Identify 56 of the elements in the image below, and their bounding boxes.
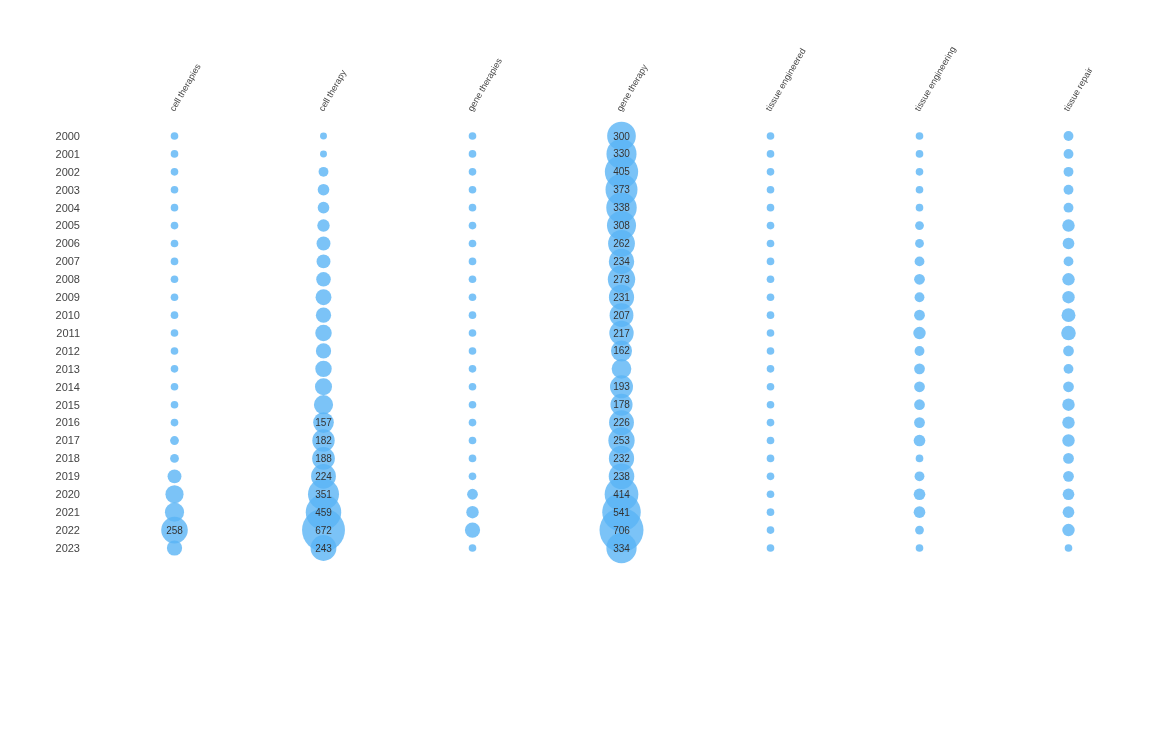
annotation: 541: [613, 506, 631, 518]
annotation: 234: [613, 255, 631, 267]
y-tick-label: 2003: [55, 183, 80, 196]
annotation: 217: [613, 327, 631, 339]
annotation: 157: [315, 417, 333, 429]
y-tick-label: 2005: [55, 219, 80, 232]
y-tick-label: 2013: [55, 362, 80, 375]
annotation: 330: [613, 148, 631, 160]
y-tick-label: 2017: [55, 434, 80, 447]
annotation: 231: [613, 291, 631, 303]
y-tick-label: 2011: [56, 326, 80, 339]
y-tick-label: 2006: [55, 237, 80, 250]
annotation: 193: [613, 381, 631, 393]
annotation: 273: [613, 273, 631, 285]
y-tick-label: 2007: [55, 255, 80, 268]
y-tick-label: 2004: [55, 201, 80, 214]
annotation: 414: [613, 488, 631, 500]
annotation: 238: [613, 470, 631, 482]
y-tick-label: 2023: [55, 541, 80, 554]
y-tick-label: 2015: [55, 398, 80, 411]
annotation: 351: [315, 488, 333, 500]
annotation: 405: [613, 166, 631, 178]
y-tick-label: 2010: [55, 308, 80, 321]
annotation: 262: [613, 237, 631, 249]
y-tick-label: 2009: [55, 291, 80, 304]
annotation: 373: [613, 184, 631, 196]
annotation: 459: [315, 506, 333, 518]
y-tick-label: 2022: [55, 523, 80, 536]
y-tick-label: 2016: [55, 416, 80, 429]
y-tick-label: 2021: [55, 506, 80, 519]
annotation: 253: [613, 435, 631, 447]
annotation: 162: [613, 345, 631, 357]
annotation: 232: [613, 452, 631, 464]
y-tick-label: 2014: [55, 380, 80, 393]
y-tick-label: 2012: [55, 344, 80, 357]
annotation: 706: [613, 524, 631, 536]
annotation: 258: [166, 524, 184, 536]
annotation: 182: [315, 435, 333, 447]
y-tick-label: 2000: [55, 129, 80, 142]
annotation: 338: [613, 202, 631, 214]
annotation: 188: [315, 452, 333, 464]
y-tick-label: 2020: [55, 488, 80, 501]
annotation: 672: [315, 524, 333, 536]
y-tick-label: 2018: [55, 452, 80, 465]
y-tick-label: 2019: [55, 470, 80, 483]
annotation: 224: [315, 470, 333, 482]
annotation: 243: [315, 542, 333, 554]
annotation: 226: [613, 417, 631, 429]
annotation: 300: [613, 130, 631, 142]
y-tick-label: 2002: [55, 165, 80, 178]
annotation: 178: [613, 399, 631, 411]
annotation: 308: [613, 220, 631, 232]
annotation: 207: [613, 309, 631, 321]
y-tick-label: 2001: [55, 147, 80, 160]
y-tick-label: 2008: [55, 273, 80, 286]
annotation: 334: [613, 542, 631, 554]
